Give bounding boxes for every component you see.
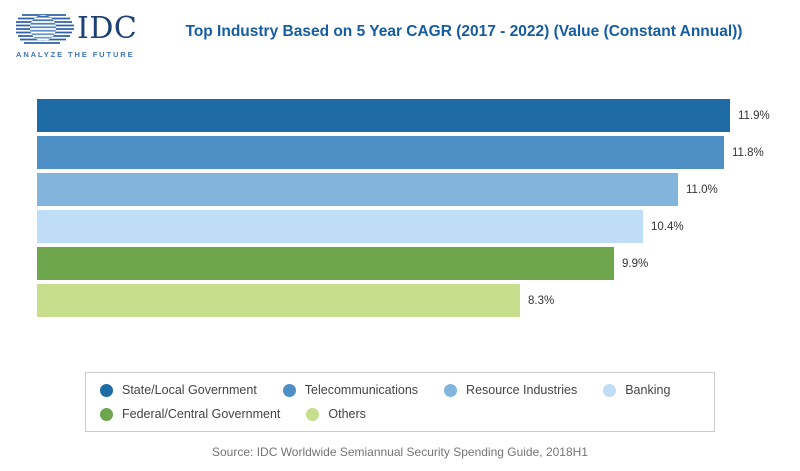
bar-value-label: 10.4% bbox=[651, 220, 684, 233]
legend-color-dot bbox=[444, 383, 458, 397]
legend-item-banking: Banking bbox=[603, 383, 670, 397]
bar-value-label: 9.9% bbox=[622, 257, 649, 270]
idc-logo: IDC ANALYZE THE FUTURE bbox=[16, 10, 138, 59]
bar-resource-industries bbox=[37, 173, 678, 206]
chart-title: Top Industry Based on 5 Year CAGR (2017 … bbox=[185, 23, 743, 40]
idc-globe-icon bbox=[16, 14, 74, 44]
legend-item-state-local-government: State/Local Government bbox=[100, 383, 257, 397]
bar-value-label: 11.0% bbox=[686, 183, 718, 196]
legend-item-telecommunications: Telecommunications bbox=[282, 383, 419, 397]
bar-telecommunications bbox=[37, 136, 724, 169]
legend-color-dot bbox=[100, 407, 113, 421]
legend-color-dot bbox=[282, 383, 296, 397]
bar-row: 11.0% bbox=[37, 173, 800, 206]
legend-item-federal-central-government: Federal/Central Government bbox=[100, 407, 280, 421]
idc-logo-top: IDC bbox=[16, 10, 138, 48]
bar-row: 10.4% bbox=[37, 210, 800, 243]
legend-color-dot bbox=[100, 383, 113, 397]
bar-row: 11.9% bbox=[37, 99, 800, 132]
bar-others bbox=[37, 284, 520, 317]
bars-container: 11.9% 11.8% 11.0% 10.4% 9.9% 8.3% bbox=[37, 99, 800, 317]
bar-value-label: 11.8% bbox=[732, 146, 764, 159]
legend-label: Federal/Central Government bbox=[122, 407, 281, 421]
header: IDC ANALYZE THE FUTURE Top Industry Base… bbox=[0, 0, 800, 59]
idc-logo-text: IDC bbox=[77, 11, 138, 46]
bar-row: 9.9% bbox=[37, 247, 800, 280]
legend-label: Telecommunications bbox=[304, 383, 419, 397]
bar-federal-central-government bbox=[37, 247, 614, 280]
bar-banking bbox=[37, 210, 643, 243]
legend: State/Local Government Telecommunications… bbox=[85, 372, 715, 432]
idc-logo-tagline: ANALYZE THE FUTURE bbox=[16, 50, 135, 59]
bar-row: 11.8% bbox=[37, 136, 800, 169]
bar-chart: 11.9% 11.8% 11.0% 10.4% 9.9% 8.3% bbox=[37, 99, 800, 317]
bar-row: 8.3% bbox=[37, 284, 800, 317]
legend-label: Others bbox=[328, 407, 366, 421]
legend-label: State/Local Government bbox=[122, 383, 257, 397]
legend-item-others: Others bbox=[306, 407, 366, 421]
bar-value-label: 8.3% bbox=[528, 294, 555, 307]
legend-label: Resource Industries bbox=[466, 383, 578, 397]
legend-label: Banking bbox=[625, 383, 671, 397]
bar-state-local-government bbox=[37, 99, 730, 132]
legend-item-resource-industries: Resource Industries bbox=[444, 383, 577, 397]
source-note: Source: IDC Worldwide Semiannual Securit… bbox=[212, 445, 588, 459]
legend-color-dot bbox=[306, 407, 320, 421]
bar-value-label: 11.9% bbox=[738, 109, 770, 122]
legend-color-dot bbox=[603, 383, 617, 397]
